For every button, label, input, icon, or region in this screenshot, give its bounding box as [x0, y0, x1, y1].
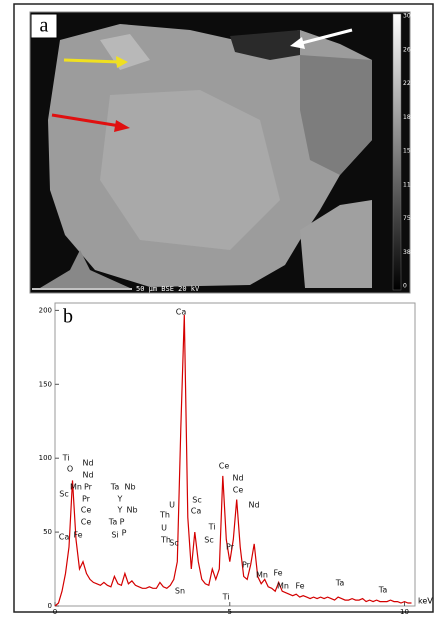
page: a 50 µm BSE 20 kV b keV 300 262 225 188 150 1…	[0, 0, 447, 617]
element-label: Th	[159, 511, 170, 520]
element-label: Sc	[169, 539, 178, 548]
element-label: Pr	[84, 483, 93, 492]
element-label: Ta	[378, 586, 388, 595]
element-label: Mn	[256, 571, 268, 580]
element-label: Ca	[176, 308, 187, 317]
figure: a 50 µm BSE 20 kV b keV 300 262 225 188 150 1…	[0, 0, 447, 617]
x-tick-label: 0	[53, 608, 57, 616]
element-label: Sn	[175, 587, 185, 596]
colorbar-label: 225	[403, 80, 415, 87]
colorbar-label: 188	[403, 114, 415, 121]
element-label: U	[169, 501, 175, 510]
plot-area	[55, 303, 415, 606]
element-label: Mn	[277, 582, 289, 591]
element-label: Pr	[82, 495, 91, 504]
colorbar-label: 38	[403, 249, 411, 256]
colorbar-label: 75	[403, 215, 411, 222]
element-label: Y	[117, 506, 123, 515]
element-label: Fe	[295, 582, 304, 591]
colorbar-label: 300	[403, 13, 415, 20]
y-tick-label: 0	[48, 602, 52, 610]
panel-label: a	[40, 15, 49, 37]
element-label: Nd	[232, 474, 243, 483]
element-label: U	[161, 524, 167, 533]
panel-label: b	[63, 306, 73, 328]
element-label: Ce	[219, 462, 230, 471]
element-label: Ta	[110, 483, 120, 492]
element-label: Nd	[248, 501, 259, 510]
colorbar-label: 112	[403, 181, 415, 188]
element-label: Ti	[62, 454, 70, 463]
element-label: Ce	[81, 506, 92, 515]
element-label: Si	[111, 531, 118, 540]
colorbar-label: 150	[403, 148, 415, 155]
x-tick-label: 5	[228, 608, 232, 616]
y-tick-label: 150	[39, 380, 52, 388]
element-label: Pr	[242, 561, 251, 570]
element-label: Nb	[124, 483, 135, 492]
colorbar-label: 262	[403, 46, 415, 53]
scale-bar-text: 50 µm BSE 20 kV	[136, 285, 200, 293]
element-label: P	[122, 529, 127, 538]
y-tick-label: 50	[43, 528, 52, 536]
element-label: Ce	[233, 486, 244, 495]
element-label: Fe	[73, 531, 82, 540]
element-label: Ca	[191, 507, 202, 516]
y-tick-label: 100	[39, 454, 52, 462]
element-label: Y	[117, 495, 123, 504]
sem-image	[30, 12, 410, 293]
element-label: Nd	[82, 471, 93, 480]
element-label: Ca	[59, 533, 70, 542]
element-label: Sc	[204, 536, 213, 545]
element-label: Ti	[222, 593, 230, 602]
element-label: P	[120, 518, 125, 527]
colorbar-label: 0	[403, 283, 407, 290]
element-label: Ce	[81, 518, 92, 527]
element-label: Nb	[126, 506, 137, 515]
element-label: Sc	[59, 490, 68, 499]
element-label: Pr	[226, 543, 235, 552]
element-label: Ti	[208, 523, 216, 532]
element-label: Sc	[192, 496, 201, 505]
element-label: O	[67, 465, 73, 474]
element-label: Nd	[82, 459, 93, 468]
element-label: Ta	[335, 579, 345, 588]
x-unit: keV	[418, 597, 433, 606]
x-tick-label: 10	[400, 608, 409, 616]
element-label: Mn	[70, 483, 82, 492]
element-label: Fe	[273, 569, 282, 578]
y-tick-label: 200	[39, 306, 52, 314]
element-label: Ta	[108, 518, 118, 527]
